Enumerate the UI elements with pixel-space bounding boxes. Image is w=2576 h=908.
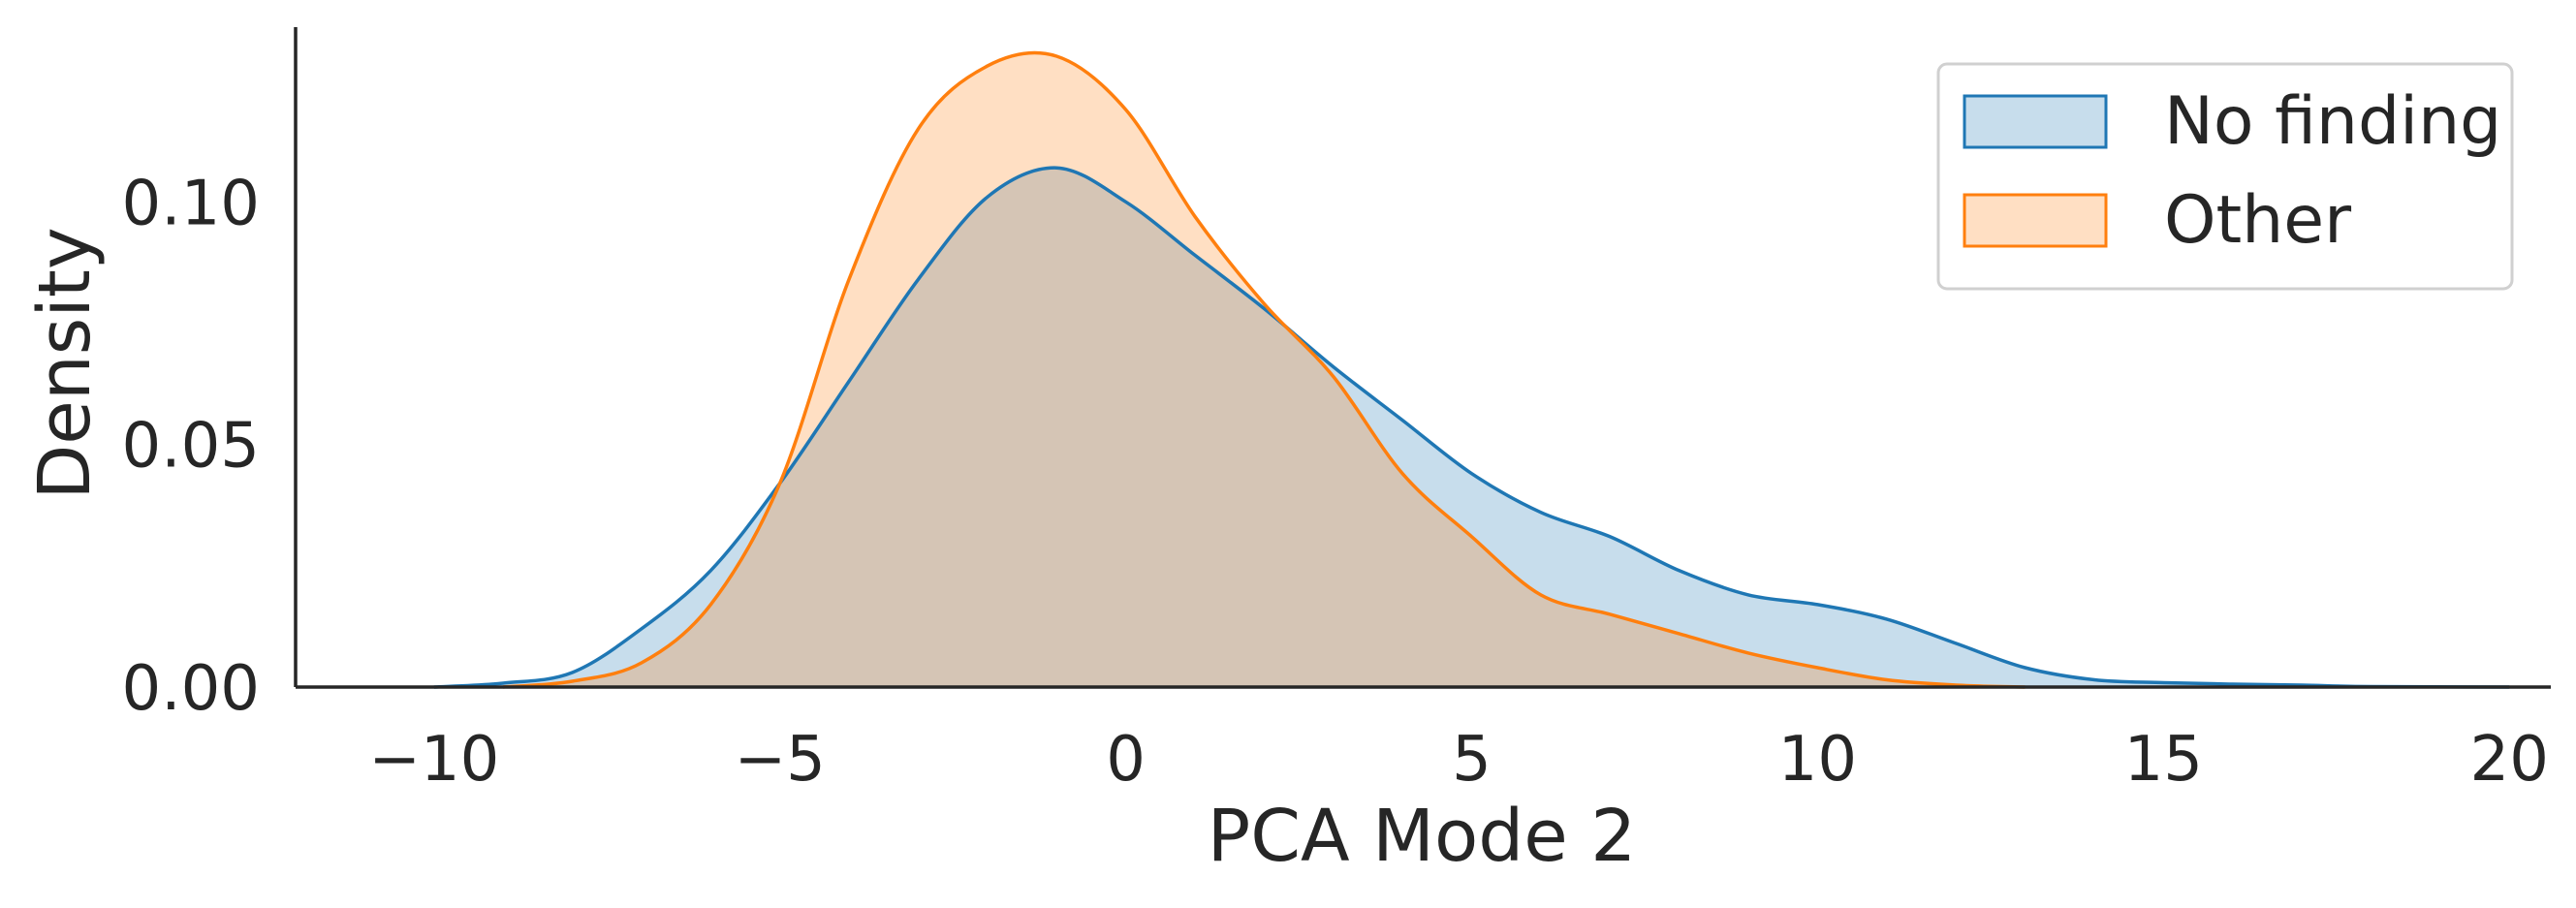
legend: No finding Other (1936, 62, 2514, 291)
y-tick-label: 0.05 (122, 411, 261, 483)
y-axis-label: Density (23, 227, 107, 499)
x-tick-label: 5 (1452, 724, 1492, 796)
x-tick-label: 15 (2124, 724, 2203, 796)
density-area-other (503, 52, 2026, 688)
legend-label-other: Other (2164, 182, 2351, 259)
legend-swatch-no-finding (1963, 94, 2108, 149)
x-tick-label: 0 (1106, 724, 1146, 796)
x-tick-label: 10 (1778, 724, 1857, 796)
legend-label-no-finding: No finding (2164, 83, 2501, 160)
x-tick-label: −10 (368, 724, 499, 796)
y-tick-labels: 0.00 0.05 0.10 (122, 168, 261, 725)
x-axis-label: PCA Mode 2 (1208, 795, 1637, 878)
plot-area (433, 50, 2510, 689)
density-line-other (502, 50, 2026, 689)
density-area-no-finding (433, 168, 2510, 687)
legend-swatch-other (1963, 193, 2108, 248)
x-tick-label: 20 (2469, 724, 2548, 796)
axes (294, 27, 2551, 689)
legend-frame (1936, 62, 2514, 291)
y-tick-label: 0.00 (122, 653, 261, 725)
x-tick-label: −5 (735, 724, 826, 796)
x-tick-labels: −10 −5 0 5 10 15 20 (368, 724, 2549, 796)
y-tick-label: 0.10 (122, 168, 261, 239)
density-line-no-finding (433, 166, 2510, 689)
